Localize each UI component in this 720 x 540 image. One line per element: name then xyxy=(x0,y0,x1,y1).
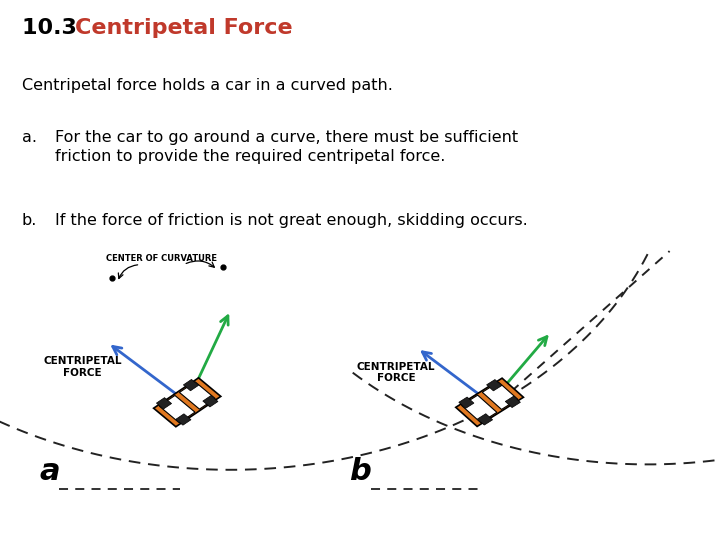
Text: CENTER OF CURVATURE: CENTER OF CURVATURE xyxy=(107,254,217,262)
Text: b.: b. xyxy=(22,213,37,227)
Polygon shape xyxy=(459,397,474,408)
Text: a.: a. xyxy=(22,130,37,145)
Text: CENTRIPETAL
FORCE: CENTRIPETAL FORCE xyxy=(43,356,122,378)
Polygon shape xyxy=(477,414,492,425)
Text: 10.3: 10.3 xyxy=(22,18,84,38)
Text: Centripetal Force: Centripetal Force xyxy=(75,18,292,38)
Text: Centripetal force holds a car in a curved path.: Centripetal force holds a car in a curve… xyxy=(22,78,392,93)
Polygon shape xyxy=(153,378,221,427)
Polygon shape xyxy=(462,395,497,423)
Text: For the car to go around a curve, there must be sufficient
friction to provide t: For the car to go around a curve, there … xyxy=(55,130,518,164)
Polygon shape xyxy=(156,397,171,409)
Polygon shape xyxy=(487,380,502,391)
Polygon shape xyxy=(456,378,523,427)
Polygon shape xyxy=(203,396,218,407)
Polygon shape xyxy=(179,382,215,409)
Text: b: b xyxy=(349,457,371,486)
Polygon shape xyxy=(505,396,521,408)
Text: a: a xyxy=(40,457,60,486)
Polygon shape xyxy=(176,414,191,425)
Polygon shape xyxy=(184,380,199,391)
Polygon shape xyxy=(159,395,195,423)
Text: CENTRIPETAL
FORCE: CENTRIPETAL FORCE xyxy=(356,362,436,383)
Polygon shape xyxy=(482,382,518,409)
Text: If the force of friction is not great enough, skidding occurs.: If the force of friction is not great en… xyxy=(55,213,528,227)
